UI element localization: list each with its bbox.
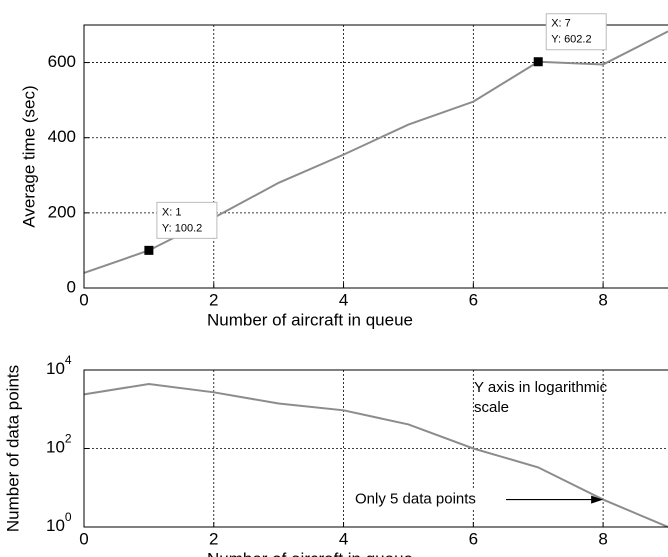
y-tick-exponent: 2 (65, 432, 72, 446)
y-tick-exponent: 4 (65, 353, 72, 367)
data-line (83, 382, 668, 528)
datatip-y: Y: 602.2 (551, 34, 591, 46)
datatip-box (545, 13, 607, 51)
x-tick-label: 0 (79, 290, 88, 309)
datatip-x: X: 1 (162, 206, 182, 218)
x-tick-label: 4 (339, 529, 348, 548)
x-tick-label: 4 (339, 290, 348, 309)
annotation-text: Only 5 data points (355, 491, 476, 508)
datatip: X: 7 Y: 602.2 (545, 13, 607, 51)
datatip-y: Y: 100.2 (162, 222, 202, 234)
y-tick-label: 200 (48, 202, 76, 221)
x-tick-label: 0 (79, 529, 88, 548)
axes-frame (83, 24, 668, 289)
axes-frame (83, 369, 668, 528)
y-tick-label: 100 (46, 510, 72, 535)
annotation-arrowhead (591, 495, 604, 504)
y-tick-base: 10 (46, 438, 65, 457)
y-tick-label: 600 (48, 52, 76, 71)
y-tick-base: 10 (46, 516, 65, 535)
x-tick-label: 8 (598, 290, 607, 309)
y-tick-label: 102 (46, 432, 72, 457)
y-tick-exponent: 0 (65, 510, 72, 524)
plot-area (84, 25, 668, 288)
annotation-text: scale (474, 399, 509, 416)
x-axis-label: Number of aircraft in queue (207, 549, 413, 557)
x-tick-label: 6 (469, 529, 478, 548)
y-axis-label: Average time (sec) (19, 85, 38, 227)
y-tick-base: 10 (46, 359, 65, 378)
x-tick-label: 2 (209, 290, 218, 309)
y-tick-label: 0 (67, 277, 76, 296)
annotation-bg (350, 489, 508, 510)
annotation-text: Y axis in logarithmic (474, 379, 608, 396)
datatip-marker (533, 57, 543, 67)
datatip-marker (144, 245, 154, 255)
x-tick-label: 6 (469, 290, 478, 309)
x-axis-label: Number of aircraft in queue (207, 310, 413, 329)
x-tick-label: 2 (209, 529, 218, 548)
y-tick-label: 400 (48, 127, 76, 146)
y-tick-label: 104 (46, 353, 72, 378)
y-axis-label: Number of data points (3, 365, 22, 532)
datatip-box (156, 201, 218, 239)
x-tick-label: 8 (598, 529, 607, 548)
datatip: X: 1 Y: 100.2 (156, 201, 218, 239)
datatip-x: X: 7 (551, 18, 571, 30)
